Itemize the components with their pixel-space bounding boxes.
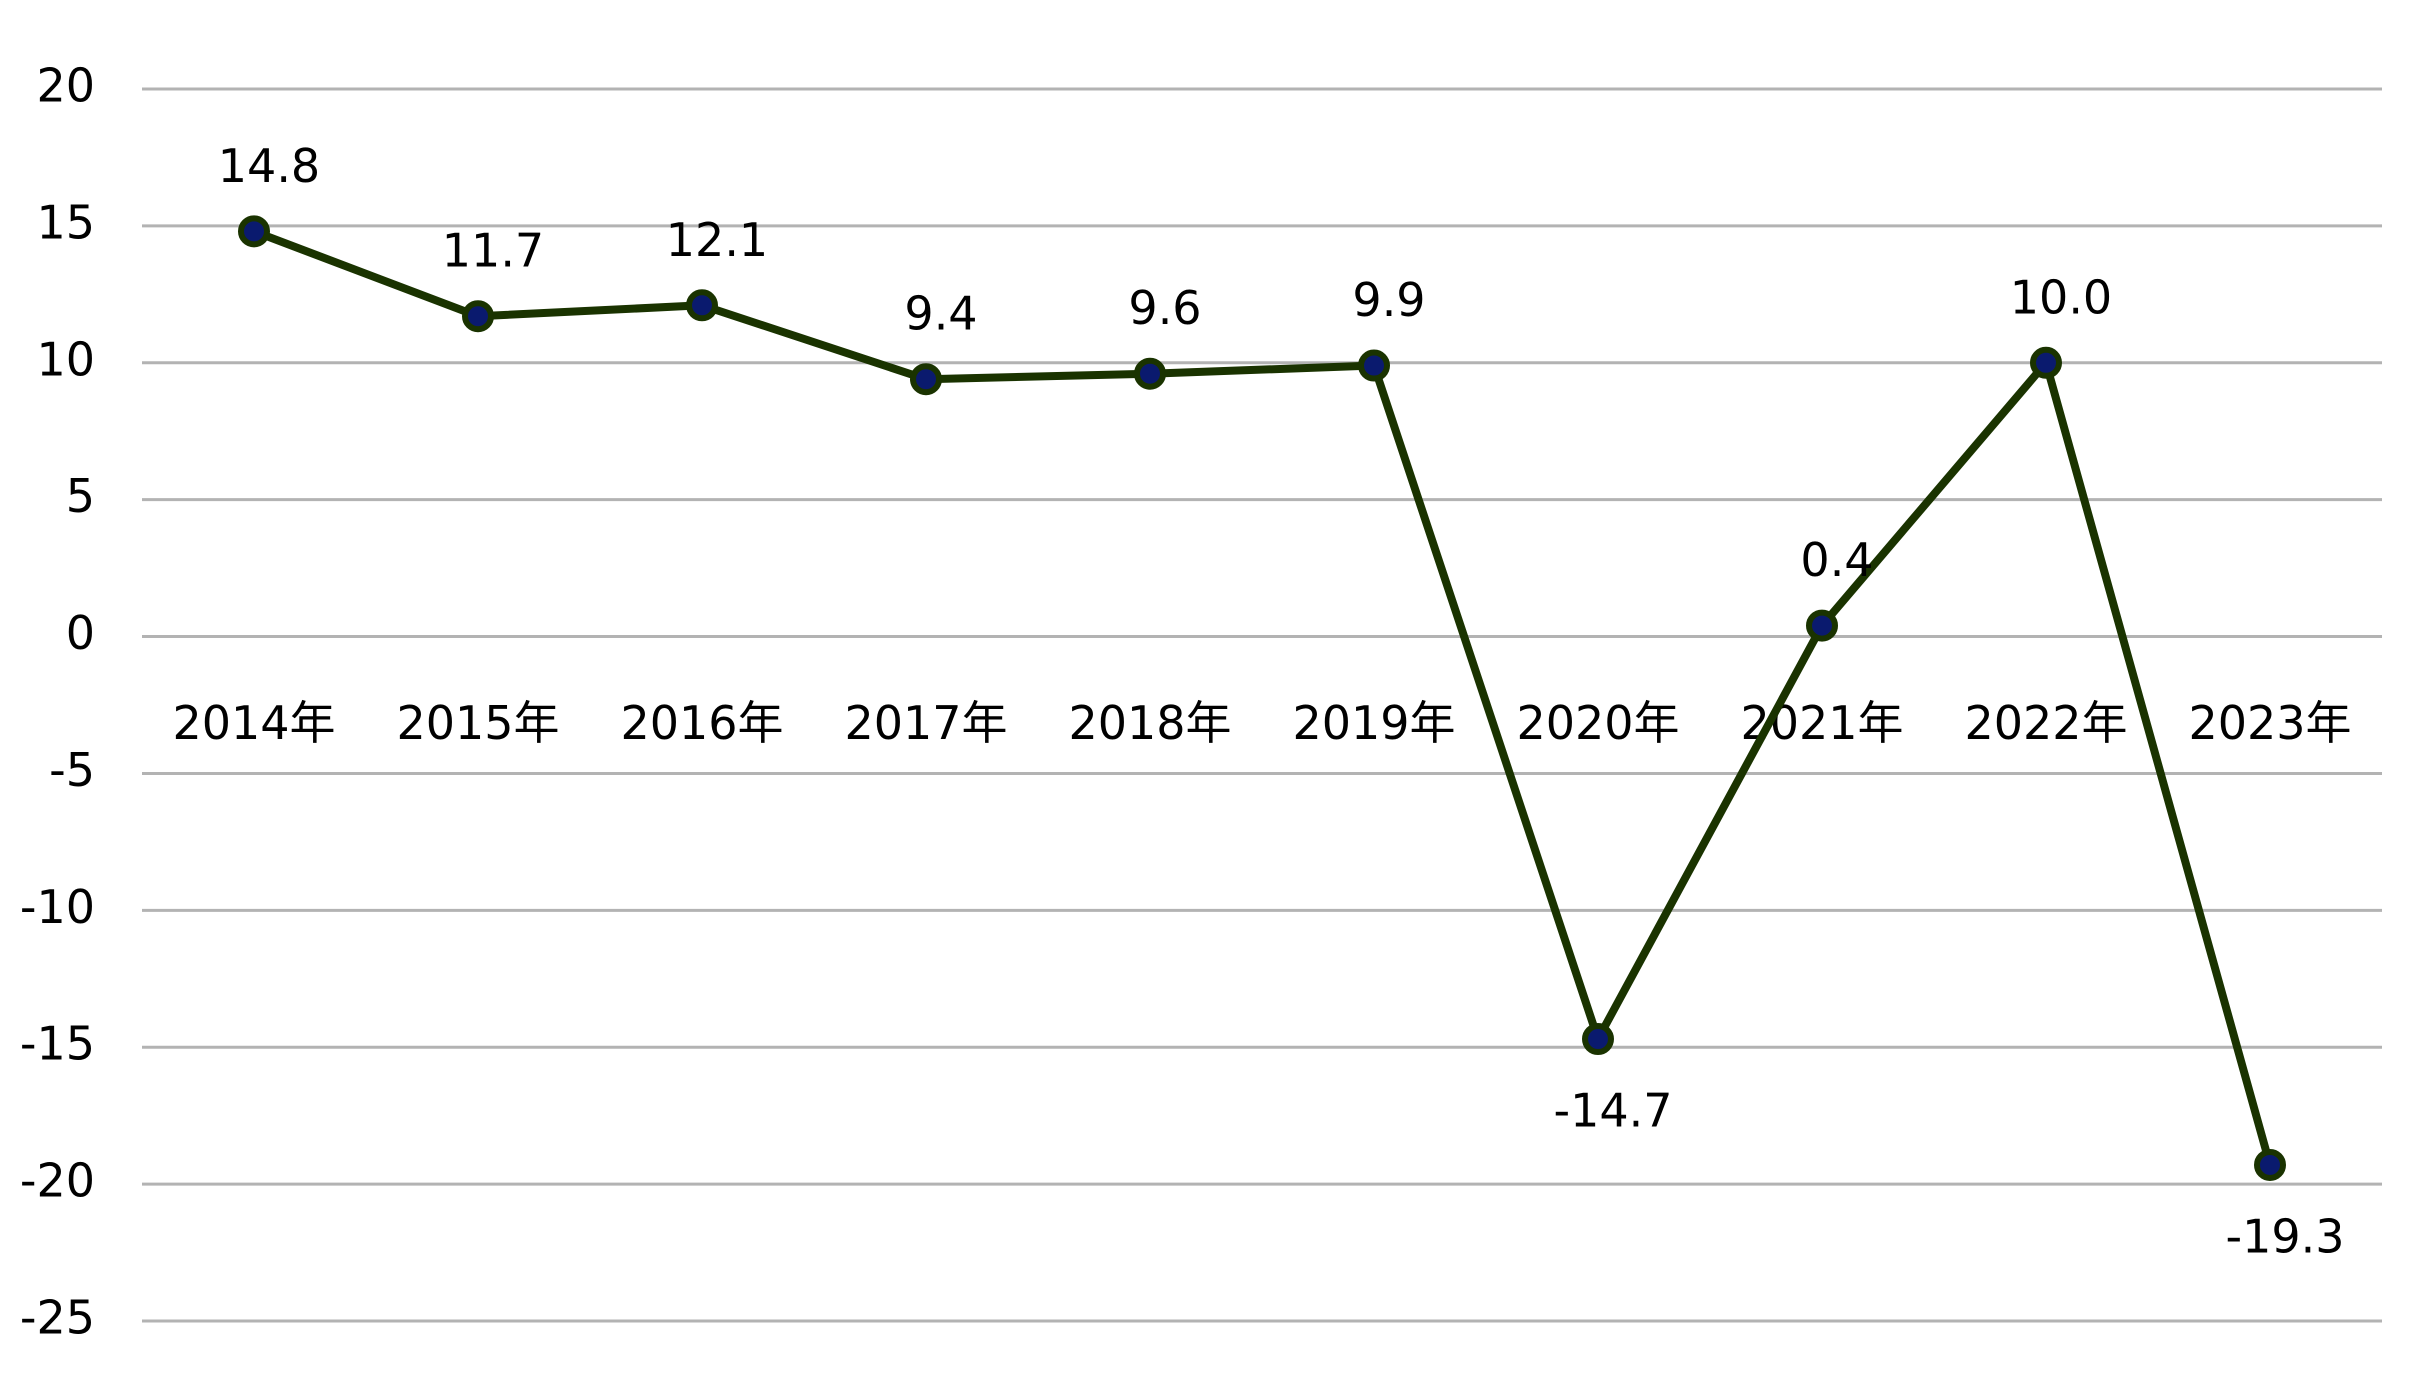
marker — [2254, 1148, 2286, 1181]
marker — [1806, 609, 1838, 642]
marker — [1582, 1023, 1614, 1056]
x-tick-label: 2023年 — [2188, 696, 2351, 750]
marker — [462, 300, 494, 333]
line — [252, 227, 2274, 1167]
data-label: -14.7 — [1553, 1084, 1672, 1138]
data-label: 9.9 — [1352, 273, 1425, 327]
x-tick-label: 2016年 — [620, 696, 783, 750]
x-tick-label: 2014年 — [172, 696, 335, 750]
x-tick-label: 2018年 — [1068, 696, 1231, 750]
data-label: 10.0 — [2010, 270, 2112, 324]
y-tick-label: 0 — [66, 606, 95, 660]
y-tick-label: -10 — [20, 880, 95, 934]
data-label: 12.1 — [666, 213, 768, 267]
x-tick-label: 2020年 — [1516, 696, 1679, 750]
data-label: 9.6 — [1128, 281, 1201, 335]
data-label: 0.4 — [1800, 533, 1873, 587]
y-tick-label: 5 — [66, 469, 95, 523]
y-tick-label: -5 — [49, 743, 95, 797]
y-tick-label: -20 — [20, 1154, 95, 1208]
marker — [910, 363, 942, 396]
data-label: 9.4 — [904, 287, 977, 341]
data-label: -19.3 — [2225, 1209, 2344, 1263]
marker — [2030, 346, 2062, 379]
data-label: 14.8 — [218, 139, 320, 193]
data-label: 11.7 — [442, 224, 544, 278]
x-tick-label: 2019年 — [1292, 696, 1455, 750]
y-tick-label: 20 — [36, 59, 95, 113]
marker — [238, 215, 270, 248]
marker — [1134, 357, 1166, 390]
marker — [686, 289, 718, 322]
y-tick-label: 15 — [36, 195, 95, 249]
x-tick-label: 2017年 — [844, 696, 1007, 750]
y-tick-label: -25 — [20, 1291, 95, 1345]
x-tick-label: 2022年 — [1964, 696, 2127, 750]
marker — [1358, 349, 1390, 382]
x-tick-label: 2015年 — [396, 696, 559, 750]
y-tick-label: -15 — [20, 1017, 95, 1071]
y-tick-label: 10 — [36, 332, 95, 386]
